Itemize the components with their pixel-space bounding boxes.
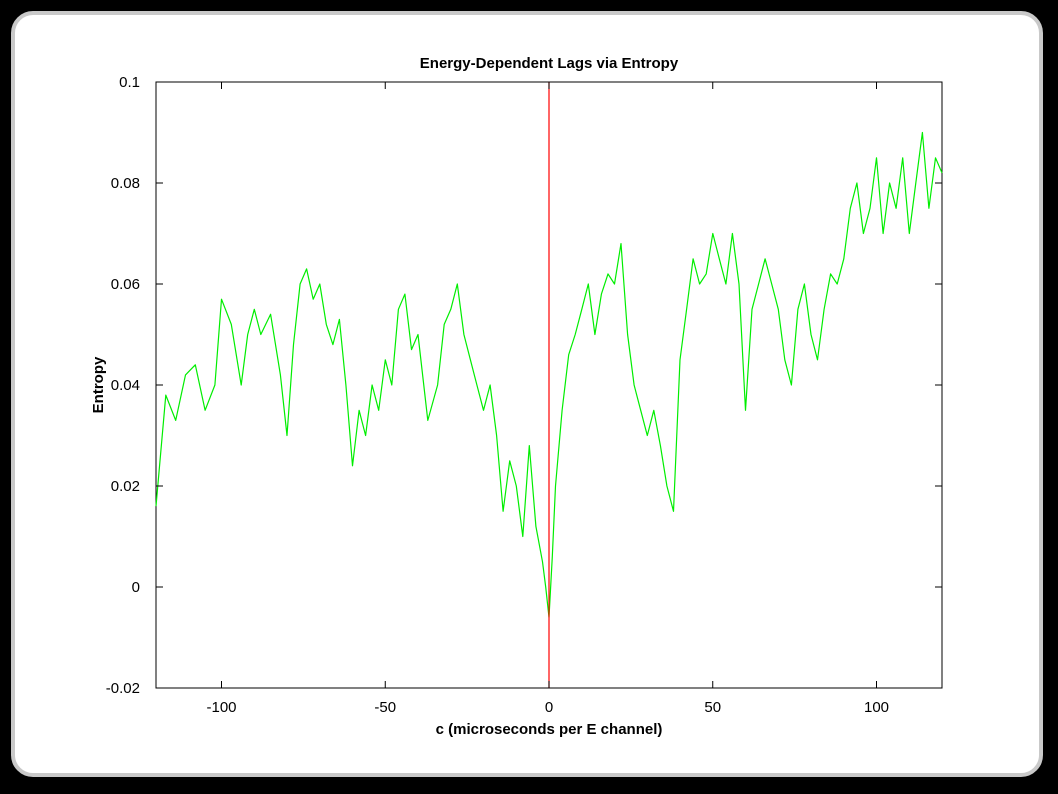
series-line-0 xyxy=(155,131,943,618)
y-axis-label: Entropy xyxy=(90,356,107,413)
x-tick-label: -100 xyxy=(206,699,236,716)
x-tick-label: 50 xyxy=(704,699,721,716)
y-tick-label: 0.1 xyxy=(119,74,140,91)
y-tick-label: 0.08 xyxy=(111,175,140,192)
chart-title: Energy-Dependent Lags via Entropy xyxy=(420,55,679,72)
series-layer xyxy=(155,131,943,618)
x-tick-label: 100 xyxy=(864,699,889,716)
y-tick-label: -0.02 xyxy=(106,680,140,697)
x-tick-label: 0 xyxy=(545,699,553,716)
ticks-layer: -100 -50 0 50 100 -0.02 0 0.02 0.04 0.06 0.08 0.1 xyxy=(106,74,942,716)
x-tick-label: -50 xyxy=(374,699,396,716)
y-tick-label: 0.06 xyxy=(111,276,140,293)
y-tick-label: 0.02 xyxy=(111,478,140,495)
y-tick-label: 0.04 xyxy=(111,377,140,394)
x-axis-label: c (microseconds per E channel) xyxy=(436,721,663,738)
y-tick-label: 0 xyxy=(132,579,140,596)
